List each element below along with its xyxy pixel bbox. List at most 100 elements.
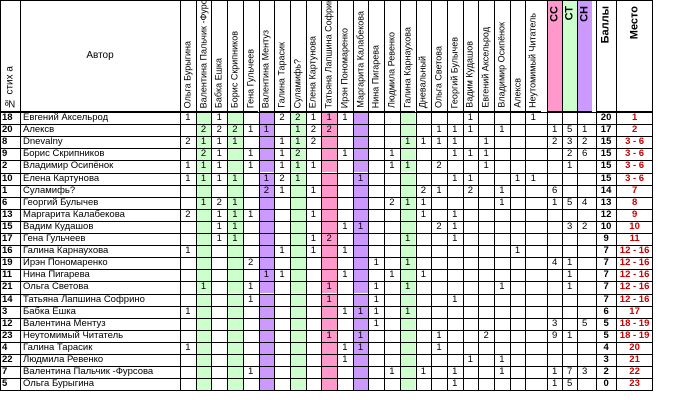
vote-cell [180,148,196,160]
vote-cell: 1 [216,112,222,123]
vote-cell: 1 [530,172,536,184]
vote-cell [195,354,212,367]
grid-vline [242,0,244,391]
vote-cell [416,221,432,233]
vote-cell [227,184,243,197]
vote-cell: 1 [342,245,348,257]
vote-cell [195,233,212,246]
vote-cell: 1 [352,172,369,185]
vote-cell [447,342,463,354]
vote-cell [416,233,432,245]
vote-cell: 1 [289,124,306,137]
vote-cell [306,306,322,318]
vote-cell [352,124,369,137]
vote-cell [274,257,290,269]
vote-cell [337,124,353,136]
row-cc [547,233,562,245]
vote-cell [463,209,479,221]
vote-cell [510,148,526,160]
vote-cell [447,257,463,269]
vote-cell [195,317,212,330]
row-num: 16 [2,245,13,257]
vote-cell [431,197,447,209]
vote-cell [478,257,494,269]
vote-cell [180,378,196,390]
vote-cell [447,318,463,330]
vote-cell: 2 [467,184,474,196]
header-num-label: № стих а [4,65,16,108]
header-cc-label: СС [548,6,561,22]
row-ch [577,257,592,269]
row-ch [577,269,592,281]
vote-cell [525,378,541,390]
vote-cell [258,293,275,306]
vote-cell [258,366,275,379]
vote-cell [306,354,322,366]
vote-cell [431,269,447,281]
vote-cell [180,269,196,281]
vote-cell: 1 [310,160,317,172]
header-voter-label: Гена Гульчеев [245,48,256,108]
vote-cell [399,184,416,197]
row-author: Ирэн Пономаренко [23,257,108,269]
vote-cell: 2 [247,257,254,269]
vote-cell: 1 [499,366,505,378]
vote-cell [211,294,227,306]
vote-cell [399,293,416,306]
grid-hline [0,293,654,295]
vote-cell [227,160,243,173]
vote-cell [274,318,290,330]
vote-cell [463,306,479,318]
vote-cell [352,245,369,258]
row-score: 10 [600,220,612,232]
row-num: 12 [2,317,13,329]
vote-cell [416,112,432,124]
vote-cell [431,209,447,221]
vote-cell: 1 [247,281,254,293]
vote-cell [431,294,447,306]
row-score: 7 [603,293,609,305]
row-num: 8 [2,136,8,148]
grid-hline [0,354,654,355]
vote-cell [274,378,290,390]
vote-cell [337,233,353,245]
grid-hline [0,257,654,259]
vote-cell: 1 [279,148,285,160]
vote-cell [494,136,510,148]
vote-cell [211,354,227,366]
row-score: 15 [600,160,612,172]
vote-cell [384,257,400,269]
vote-cell [399,220,416,233]
row-ct: 5 [566,196,573,208]
vote-cell: 1 [399,136,416,149]
vote-cell [368,221,384,233]
vote-cell [447,245,463,257]
header-voter: Вадим Кудашов [462,0,479,112]
grid-hline [0,245,654,247]
vote-cell [352,281,369,294]
vote-cell [463,378,479,390]
grid-hline [0,136,654,138]
vote-cell: 1 [499,354,505,365]
vote-cell [321,305,337,318]
vote-cell [211,306,227,318]
header-voter-label: Татьяна Лапшина Софрино [323,0,334,108]
vote-cell [478,245,494,257]
vote-cell: 1 [352,329,369,342]
row-score: 20 [600,112,612,123]
row-score: 13 [600,196,612,208]
vote-cell: 1 [216,160,222,172]
vote-cell [447,354,463,366]
grid-vline [352,0,354,391]
grid-vline [525,0,527,391]
vote-cell [321,378,337,391]
row-cc: 1 [551,196,558,208]
row-place: 20 [629,341,640,353]
vote-cell [510,209,526,221]
vote-cell: 1 [452,220,458,232]
vote-cell [510,354,526,366]
vote-cell [352,293,369,306]
vote-cell [180,294,196,306]
vote-cell [368,197,384,209]
vote-cell [289,269,306,282]
